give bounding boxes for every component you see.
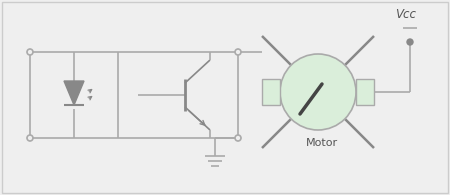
Text: Motor: Motor [306, 138, 338, 148]
Circle shape [407, 39, 413, 45]
Circle shape [235, 49, 241, 55]
Circle shape [280, 54, 356, 130]
Circle shape [235, 135, 241, 141]
Polygon shape [64, 81, 84, 105]
Text: Vcc: Vcc [396, 8, 417, 21]
Bar [262, 79, 280, 105]
Bar [356, 79, 374, 105]
Circle shape [27, 135, 33, 141]
Circle shape [27, 49, 33, 55]
